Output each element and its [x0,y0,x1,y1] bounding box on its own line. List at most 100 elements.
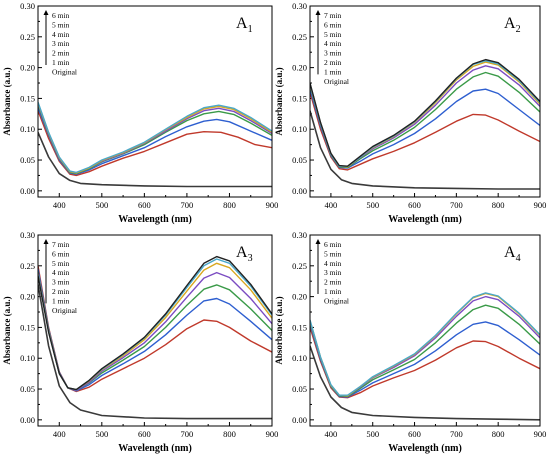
legend-entry: 5 min [324,249,342,258]
legend-entry: 2 min [52,287,70,296]
legend-entry: 6 min [324,20,342,29]
y-axis-label: Absorbance (a.u.) [274,67,284,135]
y-tick-label: 0.30 [292,230,307,240]
legend-entry: 4 min [52,30,70,39]
x-tick-label: 700 [450,200,463,210]
y-tick-label: 0.10 [20,124,35,134]
series-line-3-min [38,271,272,391]
x-tick-label: 800 [492,429,505,439]
panel-label: A2 [504,15,521,35]
chart-panel-3: 400 500 600 700 800 900 0.00 0.05 0.10 0.15 0.20 0.… [2,230,278,454]
series-line-1-min [38,110,272,177]
x-tick-label: 600 [408,429,421,439]
y-tick-label: 0.15 [20,322,35,332]
legend-entry: 5 min [52,259,70,268]
plot-frame [37,5,273,198]
plot-frame [37,234,273,427]
x-tick-label: 500 [95,429,108,439]
series-line-original [38,284,272,420]
series-line-original [38,131,272,188]
y-tick-label: 0.10 [20,353,35,363]
x-tick-label: 800 [223,429,236,439]
legend-entry: 7 min [324,11,342,20]
series-group [310,58,540,190]
series-line-6-min [38,258,272,391]
x-tick-label: 700 [181,200,194,210]
series-line-2-min [310,88,540,169]
arrow-up-icon [315,239,321,244]
y-tick-label: 0.25 [292,32,307,42]
panel-label-subscript: 4 [516,253,521,264]
series-line-7-min [310,58,540,167]
y-tick-label: 0.15 [292,322,307,332]
x-tick-label: 600 [138,429,151,439]
legend-entry: 1 min [324,67,342,76]
x-tick-label: 900 [266,429,279,439]
series-line-4-min [310,295,540,397]
series-line-6-min [38,101,272,174]
series-line-3-min [310,71,540,169]
x-axis-label: Wavelength (nm) [118,214,192,225]
legend-entry: 1 min [52,296,70,305]
x-tick-label: 900 [534,429,547,439]
y-tick-label: 0.30 [292,1,307,11]
plot-frame [309,234,541,427]
y-tick-label: 0.05 [20,384,35,394]
x-tick-label: 500 [95,200,108,210]
x-axis-label: Wavelength (nm) [118,443,192,454]
y-tick-label: 0.20 [292,292,307,302]
series-line-1-min [310,92,540,171]
series-line-2-min [38,268,272,392]
y-axis-label: Absorbance (a.u.) [274,296,284,364]
series-line-3-min [38,104,272,175]
legend-entry: Original [52,67,77,76]
panel-label-letter: A [236,15,248,32]
plot-frame [309,5,541,198]
panel-label-subscript: 1 [248,24,253,35]
panel-label-subscript: 2 [516,24,521,35]
series-line-original [310,110,540,190]
y-axis-label: Absorbance (a.u.) [2,296,12,364]
arrow-up-icon [315,10,321,15]
legend-entry: 5 min [52,20,70,29]
series-line-2-min [310,321,540,398]
x-tick-label: 700 [181,429,194,439]
series-line-7-min [38,255,272,391]
y-tick-label: 0.05 [20,155,35,165]
legend-entry: 4 min [324,259,342,268]
legend-entry: 3 min [52,39,70,48]
x-axis-label: Wavelength (nm) [388,214,462,225]
legend-entry: 5 min [324,30,342,39]
arrow-up-icon [43,239,49,244]
legend-entry: Original [324,77,349,86]
x-tick-label: 900 [266,200,279,210]
x-tick-label: 400 [325,200,338,210]
y-tick-label: 0.10 [292,124,307,134]
y-tick-label: 0.20 [20,292,35,302]
x-tick-label: 600 [408,200,421,210]
y-tick-label: 0.00 [20,415,35,425]
series-group [38,101,272,188]
y-tick-label: 0.25 [20,32,35,42]
series-line-original [310,345,540,421]
y-tick-label: 0.05 [292,384,307,394]
legend-entry: 2 min [52,49,70,58]
x-tick-label: 500 [366,200,379,210]
y-tick-label: 0.00 [292,415,307,425]
legend-entry: 3 min [324,49,342,58]
legend-entry: 6 min [324,240,342,249]
y-tick-label: 0.10 [292,353,307,363]
panel-label-letter: A [236,244,248,261]
legend-entry: Original [324,296,349,305]
legend-entry: 7 min [52,240,70,249]
y-tick-label: 0.20 [292,63,307,73]
legend-entry: 4 min [52,268,70,277]
chart-panel-2: 400 500 600 700 800 900 0.00 0.05 0.10 0.15 0.20 0.… [274,1,546,225]
x-tick-label: 900 [534,200,547,210]
x-tick-label: 800 [223,200,236,210]
series-group [38,255,272,420]
panel-label-letter: A [504,244,516,261]
panel-label: A1 [236,15,253,35]
legend-entry: 6 min [52,11,70,20]
